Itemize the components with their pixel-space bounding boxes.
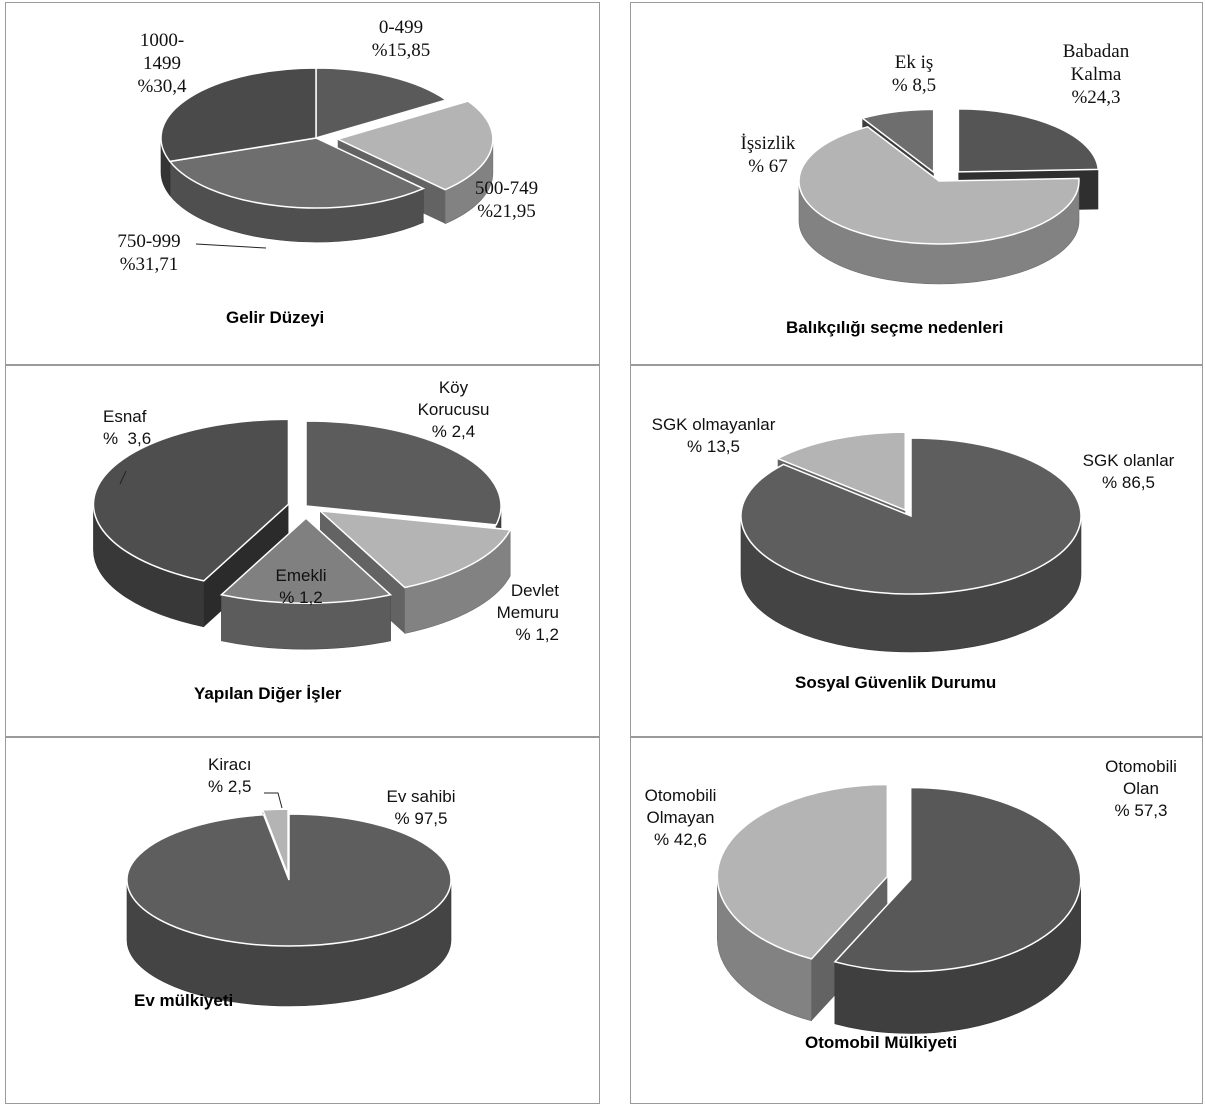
chart-title: Sosyal Güvenlik Durumu — [795, 673, 997, 692]
slice-name: 0-499 — [378, 17, 424, 38]
slice-name-line2: Memuru — [496, 603, 559, 622]
chart-panel-otomobil: Otomobili Olan % 57,3 Otomobili Olmayan … — [630, 737, 1203, 1104]
slice-percent: % 67 — [748, 156, 788, 177]
chart-panel-gelir: 0-499 %15,85 500-749 %21,95 750-999 %31,… — [5, 2, 600, 365]
pie-label-devlet-memuru: Devlet Memuru % 1,2 — [474, 580, 559, 646]
slice-name-line1: Babadan — [1062, 41, 1130, 62]
pie-slice — [798, 125, 1080, 245]
pie-slice — [335, 100, 494, 191]
chart-panel-diger-isler: Köy Korucusu % 2,4 Devlet Memuru % 1,2 E… — [5, 365, 600, 737]
pie-slice — [315, 67, 448, 140]
pie-slice — [261, 808, 289, 876]
slice-name: Ek iş — [894, 52, 934, 73]
pie-label-emekli: Emekli % 1,2 — [261, 565, 341, 609]
slice-percent: %30,4 — [137, 76, 187, 97]
pie-label-0-499: 0-499 %15,85 — [361, 16, 441, 62]
pie-label-esnaf: Esnaf % 3,6 — [103, 406, 173, 450]
chart-title: Balıkçılığı seçme nedenleri — [786, 318, 1004, 337]
chart-panel-sosyal-guvenlik: SGK olanlar % 86,5 SGK olmayanlar % 13,5… — [630, 365, 1203, 737]
pie-chart-ev-mulkiyeti — [126, 792, 452, 1007]
pie-label-500-749: 500-749 %21,95 — [464, 177, 549, 223]
pie-label-750-999: 750-999 %31,71 — [104, 230, 194, 276]
slice-name: Kiracı — [208, 755, 252, 774]
leader-line — [264, 792, 283, 809]
pie-slice — [219, 517, 393, 604]
chart-title: Otomobil Mülkiyeti — [805, 1033, 958, 1052]
pie-slice — [92, 418, 290, 582]
slice-name-line1: 1000- — [139, 30, 185, 51]
slice-name-line2: Olmayan — [646, 808, 715, 827]
pie-chart-balikcilik — [798, 108, 1100, 285]
pie-chart-otomobil — [716, 783, 1082, 1034]
slice-name: SGK olmayanlar — [651, 415, 776, 434]
slice-name-line2: 1499 — [143, 53, 181, 74]
chart-title: Gelir Düzeyi — [226, 308, 325, 327]
slice-percent: % 2,4 — [431, 422, 476, 441]
slice-percent: % 3,6 — [103, 429, 152, 448]
slice-name-line1: Otomobili — [1105, 757, 1177, 776]
slice-name-line1: Köy — [438, 378, 469, 397]
pie-label-1000-1499: 1000- 1499 %30,4 — [127, 29, 197, 98]
pie-label-issizlik: İşsizlik % 67 — [723, 132, 813, 178]
slice-percent: % 42,6 — [654, 830, 707, 849]
slice-percent: % 1,2 — [279, 588, 323, 607]
slice-percent: % 57,3 — [1114, 801, 1168, 820]
slice-percent: % 1,2 — [515, 625, 559, 644]
pie-chart-diger-isler — [92, 418, 512, 650]
chart-panel-ev-mulkiyeti: Ev sahibi % 97,5 Kiracı % 2,5 Ev mülkiye… — [5, 737, 600, 1104]
slice-name-line2: Korucusu — [417, 400, 490, 419]
slice-percent: % 2,5 — [208, 777, 252, 796]
pie-label-sgk-olmayanlar: SGK olmayanlar % 13,5 — [641, 414, 786, 458]
slice-name-line2: Olan — [1123, 779, 1159, 798]
pie-slice — [168, 137, 426, 209]
pie-slice — [860, 108, 935, 174]
slice-name-line1: Otomobili — [644, 786, 717, 805]
slice-name: SGK olanlar — [1082, 451, 1175, 470]
pie-slice — [317, 509, 512, 589]
pie-chart-gelir — [160, 67, 494, 249]
pie-label-otomobili-olan: Otomobili Olan % 57,3 — [1091, 756, 1191, 822]
slice-name-line1: Devlet — [510, 581, 559, 600]
slice-name: Esnaf — [103, 407, 147, 426]
slice-percent: % 8,5 — [891, 75, 937, 96]
slice-percent: %31,71 — [119, 254, 179, 275]
pie-label-koy-korucusu: Köy Korucusu % 2,4 — [406, 377, 501, 443]
pie-label-sgk-olanlar: SGK olanlar % 86,5 — [1071, 450, 1186, 494]
slice-name: Ev sahibi — [386, 787, 456, 806]
slice-percent: %24,3 — [1071, 87, 1121, 108]
slice-percent: % 86,5 — [1102, 473, 1155, 492]
chart-title: Ev mülkiyeti — [134, 991, 234, 1010]
slice-name-line2: Kalma — [1070, 64, 1122, 85]
pie-label-ek-is: Ek iş % 8,5 — [879, 51, 949, 97]
slice-name: Emekli — [275, 566, 327, 585]
slice-name: 750-999 — [117, 231, 181, 252]
pie-slice — [160, 67, 317, 163]
slice-percent: %15,85 — [371, 40, 431, 61]
slice-name: İşsizlik — [740, 133, 796, 154]
pie-slice — [716, 783, 889, 960]
pie-label-ev-sahibi: Ev sahibi % 97,5 — [381, 786, 461, 830]
pie-label-otomobili-olmayan: Otomobili Olmayan % 42,6 — [633, 785, 728, 851]
leader-line — [119, 470, 127, 485]
chart-title: Yapılan Diğer İşler — [194, 684, 342, 703]
slice-percent: % 97,5 — [394, 809, 448, 828]
pie-slice — [126, 813, 452, 947]
slice-percent: % 13,5 — [687, 437, 740, 456]
pie-slice — [957, 108, 1100, 173]
slice-percent: %21,95 — [477, 201, 536, 222]
pie-slice — [833, 786, 1082, 973]
slice-name: 500-749 — [474, 178, 539, 199]
chart-panel-balikcilik: Babadan Kalma %24,3 İşsizlik % 67 Ek iş … — [630, 2, 1203, 365]
pie-chart-sosyal-guvenlik — [740, 431, 1082, 653]
pie-label-babadan-kalma: Babadan Kalma %24,3 — [1049, 40, 1143, 109]
pie-slice — [775, 431, 906, 512]
pie-slice — [740, 437, 1082, 595]
pie-slice — [305, 420, 502, 526]
leader-line — [195, 243, 267, 249]
pie-label-kiraci: Kiracı % 2,5 — [208, 754, 278, 798]
